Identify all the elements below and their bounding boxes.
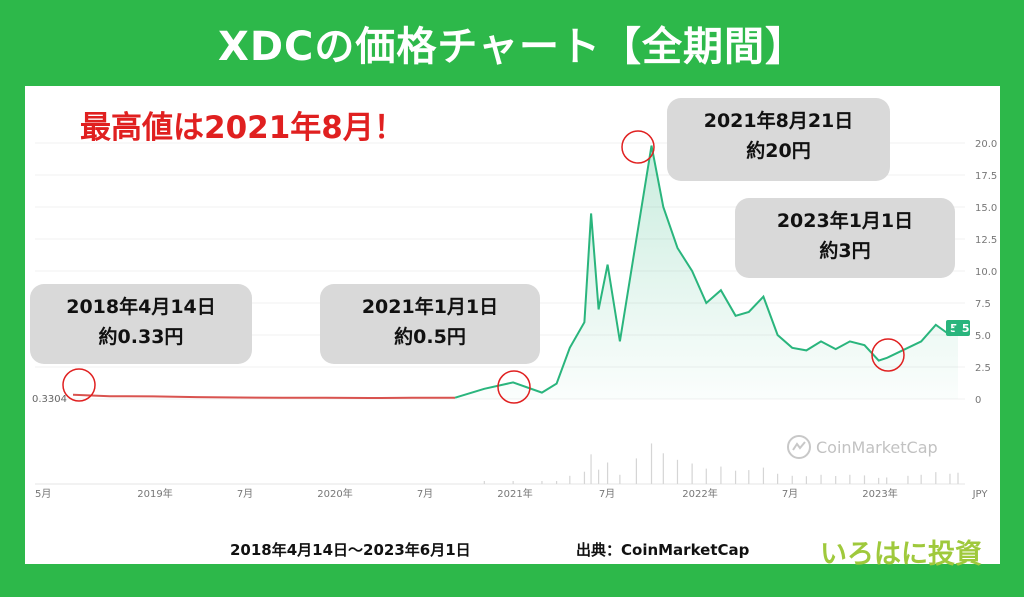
watermark-text: CoinMarketCap <box>816 438 938 457</box>
y-tick-label: 20.0 <box>975 139 997 150</box>
volume-bar <box>676 459 679 484</box>
y-tick-label: 0 <box>975 395 981 406</box>
volume-bar <box>791 475 793 484</box>
highlight-circle-2018 <box>62 368 96 402</box>
x-tick-label: JPY <box>972 489 989 500</box>
y-tick-label: 5.0 <box>975 331 991 342</box>
x-tick-label: 7月 <box>237 488 253 500</box>
x-tick-label: 2022年 <box>682 487 717 500</box>
volume-bar <box>705 468 707 484</box>
footer-range: 2018年4月14日〜2023年6月1日 <box>230 541 471 559</box>
volume-bar <box>805 476 808 484</box>
volume-bar <box>606 462 609 484</box>
volume-bar <box>541 481 543 484</box>
annotation-date: 2021年8月21日 <box>703 110 854 132</box>
x-tick-label: 2023年 <box>862 487 897 500</box>
headline: 最高値は2021年8月！ <box>80 110 405 146</box>
y-tick-label: 12.5 <box>975 235 997 246</box>
y-tick-label: 7.5 <box>975 299 991 310</box>
volume-bar <box>849 474 851 484</box>
volume-bar <box>949 473 951 484</box>
volume-bar <box>569 475 571 484</box>
volume-bar <box>907 475 909 484</box>
volume-bar <box>920 474 922 484</box>
volume-bar <box>619 474 621 484</box>
y-tick-label: 10.0 <box>975 267 997 278</box>
volume-bar <box>555 481 558 484</box>
series-line-after <box>454 145 959 399</box>
volume-bar <box>662 453 664 484</box>
annotation-value: 約0.33円 <box>98 326 184 348</box>
x-tick-label: 5月 <box>35 488 51 500</box>
brand-logo: いろはに投資 <box>820 539 982 570</box>
start-value-label: 0.3304 <box>32 394 67 405</box>
annotation-2018: 2018年4月14日 約0.33円 <box>30 284 252 364</box>
volume-bar <box>935 472 937 484</box>
annotation-2023-jan: 2023年1月1日 約3円 <box>735 198 955 278</box>
volume-bar <box>835 476 837 484</box>
y-tick-label: 17.5 <box>975 171 997 182</box>
volume-bar <box>650 443 653 484</box>
annotation-date: 2023年1月1日 <box>776 210 914 232</box>
volume-bar <box>820 474 822 484</box>
annotation-2021-jan: 2021年1月1日 約0.5円 <box>320 284 540 364</box>
volume-bar <box>483 481 485 484</box>
page-title: XDCの価格チャート【全期間】 <box>218 24 806 70</box>
volume-bar <box>776 473 779 484</box>
x-tick-label: 7月 <box>417 488 433 500</box>
annotation-2021-aug: 2021年8月21日 約20円 <box>667 98 890 181</box>
x-tick-label: 2019年 <box>137 487 172 500</box>
x-tick-label: 7月 <box>599 488 615 500</box>
volume-bar <box>635 458 637 484</box>
annotation-date: 2021年1月1日 <box>361 296 499 318</box>
highlight-circle-2021-aug <box>621 130 655 164</box>
x-tick-label: 2020年 <box>317 487 352 500</box>
annotation-value: 約20円 <box>746 140 811 162</box>
current-point <box>954 325 962 333</box>
volume-bar <box>720 466 722 484</box>
highlight-circle-2023-jan <box>871 338 905 372</box>
footer-source: 出典：CoinMarketCap <box>576 541 750 559</box>
y-tick-label: 15.0 <box>975 203 997 214</box>
y-tick-label: 2.5 <box>975 363 991 374</box>
annotation-value: 約3円 <box>819 240 871 262</box>
annotation-date: 2018年4月14日 <box>66 296 216 318</box>
volume-bar <box>734 470 737 484</box>
watermark: CoinMarketCap <box>787 435 938 459</box>
volume-bar <box>886 477 888 484</box>
x-tick-label: 2021年 <box>497 487 532 500</box>
series-line-before <box>72 393 456 400</box>
x-tick-label: 7月 <box>782 488 798 500</box>
highlight-circle-2021-jan <box>497 370 531 404</box>
volume-bar <box>957 472 959 484</box>
annotation-value: 約0.5円 <box>394 326 466 348</box>
series-area <box>455 145 958 399</box>
volume-bar <box>583 471 586 484</box>
volume-bar <box>691 463 693 484</box>
footer-bar <box>25 532 1000 564</box>
volume-bar <box>863 475 866 484</box>
volume-bar <box>748 470 750 484</box>
volume-bar <box>878 477 880 484</box>
volume-bar <box>762 467 765 484</box>
volume-bar <box>590 454 592 484</box>
volume-bar <box>598 469 600 484</box>
volume-bar <box>512 481 514 484</box>
